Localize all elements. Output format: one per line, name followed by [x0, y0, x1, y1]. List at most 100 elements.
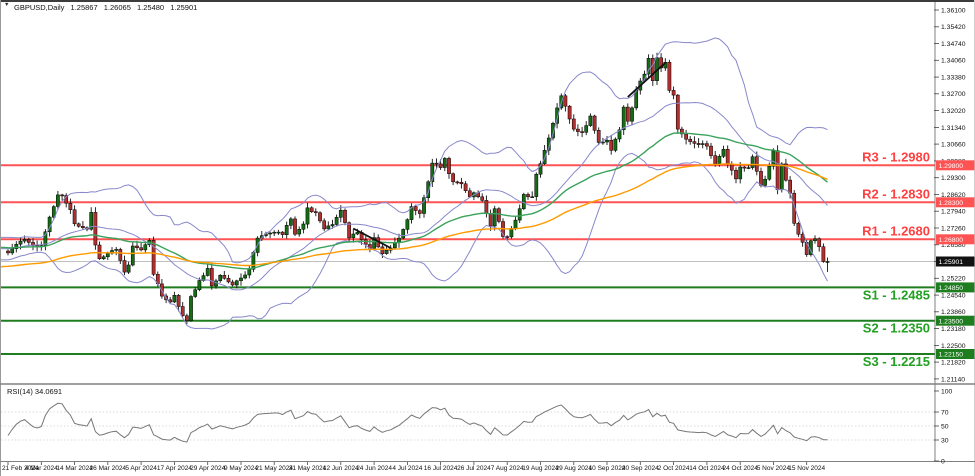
- price-tick-label: 1.34060: [941, 58, 966, 65]
- candles-layer: [6, 52, 830, 325]
- symbol-period-label: GBPUSD,Daily: [14, 3, 65, 12]
- r3-price-badge: [936, 160, 975, 171]
- price-tick-label: 1.30660: [941, 142, 966, 149]
- date-tick-label: 5 Nov 2024: [757, 465, 791, 472]
- price-tick-label: 1.33380: [941, 75, 966, 82]
- date-tick-label: 19 Aug 2024: [522, 465, 559, 472]
- axis-badges: 1.29800 1.28300 1.26800 1.24850 1.23500 1.221…: [936, 160, 975, 359]
- bollinger-band-middle: [1, 101, 828, 291]
- trendline-2[interactable]: [627, 62, 666, 98]
- date-tick-label: 24 Oct 2024: [722, 465, 758, 472]
- bollinger-band-lower: [1, 152, 828, 330]
- svg-text:1.26800: 1.26800: [939, 237, 964, 244]
- s2-label: S2 - 1.2350: [863, 321, 930, 336]
- r2-label: R2 - 1.2830: [862, 186, 930, 201]
- rsi-line: [7, 402, 828, 443]
- price-tick-label: 1.28620: [941, 192, 966, 199]
- r1-price-badge: [936, 234, 975, 245]
- date-tick-label: 15 Nov 2024: [788, 465, 825, 472]
- price-tick-label: 1.34740: [941, 41, 966, 48]
- ohlc-open: 1.25867: [70, 3, 98, 12]
- ema-100-line: [1, 163, 828, 268]
- svg-text:1.25901: 1.25901: [939, 259, 964, 266]
- price-tick-label: 1.21820: [941, 360, 966, 367]
- s3-price-badge: [936, 349, 975, 359]
- rsi-tick-label: 100: [941, 388, 953, 395]
- price-tick-label: 1.31340: [941, 125, 966, 132]
- date-tick-label: 21 Feb 2024: [2, 465, 39, 472]
- rsi-pane: [1, 402, 935, 443]
- date-tick-label: 26 Mar 2024: [90, 465, 127, 472]
- price-tick-label: 1.22500: [941, 343, 966, 350]
- date-tick-label: 29 Aug 2024: [556, 465, 593, 472]
- svg-text:1.24850: 1.24850: [939, 285, 964, 292]
- date-tick-label: 14 Mar 2024: [56, 465, 93, 472]
- ohlc-low: 1.25480: [136, 3, 165, 12]
- price-tick-label: 1.23180: [941, 326, 966, 333]
- price-tick-label: 1.26580: [941, 242, 966, 249]
- trendline-1[interactable]: [352, 227, 392, 249]
- current-price-badge: [936, 256, 975, 267]
- ohlc-close: 1.25901: [170, 3, 198, 12]
- ohlc-high: 1.26065: [103, 3, 131, 12]
- date-tick-label: 12 Jun 2024: [323, 465, 359, 472]
- trendlines: [352, 62, 666, 249]
- date-tick-label: 16 Jul 2024: [424, 465, 458, 472]
- price-tick-label: 1.29300: [941, 175, 966, 182]
- bollinger-band-upper: [1, 37, 828, 264]
- date-tick-label: 31 May 2024: [289, 465, 327, 472]
- rsi-axis: 100 70 50 30 0: [934, 388, 953, 465]
- date-tick-label: 17 Apr 2024: [157, 465, 192, 472]
- price-tick-label: 1.27260: [941, 225, 966, 232]
- date-tick-label: 21 May 2024: [255, 465, 293, 472]
- svg-text:1.23500: 1.23500: [939, 318, 964, 325]
- svg-text:1.28300: 1.28300: [939, 200, 964, 207]
- date-tick-label: 14 Oct 2024: [689, 465, 725, 472]
- date-tick-label: 29 Apr 2024: [190, 465, 225, 472]
- date-tick-label: 4 Jul 2024: [392, 465, 422, 472]
- r2-price-badge: [936, 197, 975, 208]
- rsi-tick-label: 50: [941, 423, 949, 430]
- price-tick-label: 1.27940: [941, 209, 966, 216]
- s1-price-badge: [936, 282, 975, 293]
- date-tick-label: 26 Jul 2024: [457, 465, 491, 472]
- r1-label: R1 - 1.2680: [862, 223, 930, 238]
- date-tick-label: 7 Aug 2024: [491, 465, 524, 472]
- date-tick-label: 24 Jun 2024: [356, 465, 392, 472]
- price-axis: 1.36100 1.35420 1.34740 1.34060 1.33380 1.327…: [934, 7, 966, 383]
- svg-text:1.29800: 1.29800: [939, 163, 964, 170]
- price-tick-label: 1.23860: [941, 309, 966, 316]
- r3-label: R3 - 1.2980: [862, 149, 930, 164]
- price-tick-label: 1.24540: [941, 293, 966, 300]
- price-tick-label: 1.32700: [941, 91, 966, 98]
- level-labels: R3 - 1.2980 R2 - 1.2830 R1 - 1.2680 S1 - 1.…: [862, 149, 930, 369]
- rsi-tick-label: 70: [941, 409, 949, 416]
- rsi-tick-label: 30: [941, 437, 949, 444]
- date-tick-label: 9 May 2024: [224, 465, 258, 472]
- date-tick-label: 10 Sep 2024: [589, 465, 626, 472]
- price-tick-label: 1.36100: [941, 7, 966, 14]
- rsi-indicator-label: RSI(14) 34.0691: [7, 387, 63, 396]
- date-tick-label: 4 Mar 2024: [25, 465, 58, 472]
- collapse-icon[interactable]: ▼: [4, 2, 10, 8]
- window-top-border: [0, 0, 975, 2]
- indicator-lines: [1, 37, 828, 330]
- price-tick-label: 1.25220: [941, 276, 966, 283]
- ema-50-line: [1, 132, 828, 270]
- price-tick-label: 1.32020: [941, 108, 966, 115]
- date-tick-label: 20 Sep 2024: [622, 465, 659, 472]
- date-tick-label: 5 Apr 2024: [125, 465, 157, 472]
- s3-label: S3 - 1.2215: [863, 354, 930, 369]
- s1-label: S1 - 1.2485: [863, 287, 930, 302]
- svg-text:1.22150: 1.22150: [939, 352, 964, 359]
- price-tick-label: 1.21140: [941, 376, 965, 383]
- date-tick-label: 2 Oct 2024: [658, 465, 690, 472]
- rsi-tick-label: 0: [941, 458, 945, 465]
- chart-title-bar: GBPUSD,Daily 1.25867 1.26065 1.25480 1.2…: [14, 3, 197, 12]
- price-tick-label: 1.35420: [941, 24, 966, 31]
- s2-price-badge: [936, 315, 975, 326]
